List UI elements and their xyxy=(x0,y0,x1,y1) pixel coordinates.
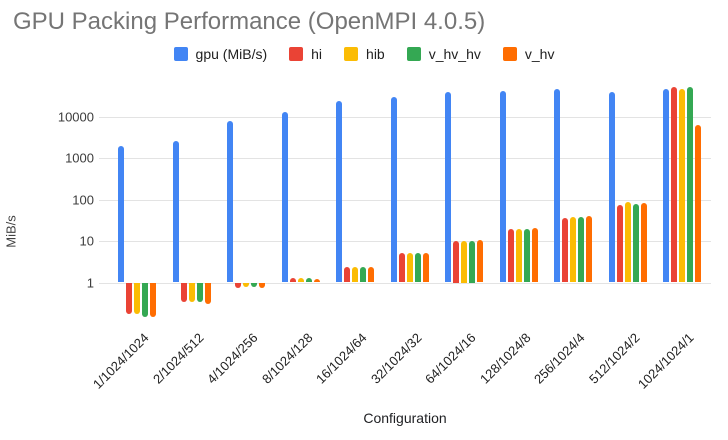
legend: gpu (MiB/s) hi hib v_hv_hv v_hv xyxy=(0,46,728,62)
bar xyxy=(150,282,157,317)
bar xyxy=(204,282,211,305)
bar xyxy=(390,96,397,283)
bar xyxy=(235,282,242,288)
bar xyxy=(196,282,203,303)
bar xyxy=(344,266,351,283)
bar xyxy=(414,253,421,283)
gridline xyxy=(99,199,711,201)
bar xyxy=(663,88,670,283)
bar xyxy=(289,278,296,283)
legend-swatch-icon xyxy=(173,47,188,61)
bar xyxy=(624,202,631,283)
bar xyxy=(477,240,484,283)
bar xyxy=(297,277,304,283)
bar xyxy=(687,86,694,283)
bar xyxy=(679,88,686,283)
bar xyxy=(453,241,460,283)
x-axis-title: Configuration xyxy=(363,410,447,426)
bar xyxy=(243,282,250,287)
legend-swatch-icon xyxy=(406,47,421,61)
y-tick-label: 100 xyxy=(72,192,94,207)
gridline xyxy=(99,116,711,118)
bar xyxy=(445,92,452,283)
bar xyxy=(616,204,623,283)
bar xyxy=(608,91,615,283)
y-tick-label: 1 xyxy=(86,275,94,290)
bar xyxy=(188,282,195,303)
bar xyxy=(671,87,678,283)
legend-item[interactable]: hib xyxy=(344,46,385,62)
legend-label: hib xyxy=(366,46,385,62)
y-tick-label: 10 xyxy=(79,233,94,249)
bar xyxy=(640,203,647,283)
bar xyxy=(632,203,639,283)
legend-item[interactable]: hi xyxy=(289,46,322,62)
legend-swatch-icon xyxy=(344,47,359,61)
bar xyxy=(368,266,375,283)
bar xyxy=(180,282,187,303)
bar xyxy=(172,141,179,283)
bar xyxy=(134,282,141,315)
legend-item[interactable]: v_hv xyxy=(502,46,555,62)
legend-swatch-icon xyxy=(502,47,517,61)
legend-label: v_hv xyxy=(524,46,555,62)
bar xyxy=(406,253,413,283)
legend-swatch-icon xyxy=(289,47,304,61)
bar xyxy=(499,90,506,283)
bar xyxy=(398,253,405,283)
y-tick-label: 10000 xyxy=(57,109,94,124)
bar xyxy=(313,279,320,283)
bar xyxy=(507,228,514,283)
bar xyxy=(118,145,125,283)
bar xyxy=(142,282,149,317)
bar xyxy=(305,278,312,283)
y-axis-title: MiB/s xyxy=(3,215,19,248)
bar xyxy=(360,267,367,283)
bar xyxy=(586,216,593,283)
gridline xyxy=(99,158,711,159)
gridline xyxy=(99,282,711,284)
bar xyxy=(515,228,522,283)
y-tick-label: 1000 xyxy=(65,150,94,166)
bar xyxy=(422,253,429,283)
bar xyxy=(259,282,266,288)
bar xyxy=(562,218,569,283)
bar xyxy=(523,228,530,283)
legend-item[interactable]: gpu (MiB/s) xyxy=(173,46,268,62)
bar xyxy=(531,228,538,283)
bar xyxy=(461,241,468,283)
legend-label: v_hv_hv xyxy=(428,46,481,62)
legend-label: hi xyxy=(311,46,323,62)
bar xyxy=(578,216,585,283)
bar xyxy=(554,88,561,283)
bar xyxy=(126,282,133,315)
bar xyxy=(281,112,288,283)
legend-label: gpu (MiB/s) xyxy=(195,46,268,62)
bar xyxy=(336,101,343,283)
bar xyxy=(251,282,258,287)
chart-title: GPU Packing Performance (OpenMPI 4.0.5) xyxy=(13,8,486,35)
bar xyxy=(227,120,234,283)
bar xyxy=(469,241,476,283)
legend-item[interactable]: v_hv_hv xyxy=(406,46,481,62)
bar xyxy=(695,125,702,283)
bar xyxy=(352,266,359,283)
bar xyxy=(570,216,577,283)
gridline xyxy=(99,241,711,242)
